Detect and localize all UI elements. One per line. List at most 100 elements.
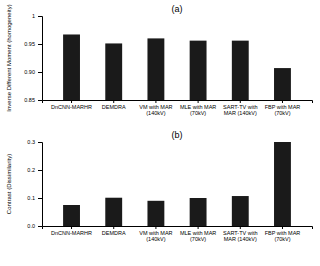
tick-mark [38, 100, 42, 101]
tick-label: SART-TV withMAR (140kV) [223, 104, 257, 116]
tick-mark [113, 226, 114, 229]
tick-mark [38, 170, 42, 171]
tick-mark [198, 226, 199, 229]
tick-label-line: (70kV) [274, 236, 290, 242]
tick: MLE with MAR(70kV) [180, 226, 216, 242]
tick-mark [282, 100, 283, 103]
bar [274, 142, 291, 226]
bar [63, 205, 80, 226]
tick-label: VM with MAR(140kV) [139, 230, 172, 242]
tick: FBP with MAR(70kV) [265, 100, 301, 116]
tick: SART-TV withMAR (140kV) [223, 226, 257, 242]
bar [105, 43, 122, 100]
tick: SART-TV withMAR (140kV) [223, 100, 257, 116]
panel: 0.85 0.90 0.95 1 DnCNN-MARHR DEMDRA VM with MA… [6, 4, 313, 266]
axis-line [43, 101, 313, 104]
tick-mark [282, 226, 283, 229]
tick: FBP with MAR(70kV) [265, 226, 301, 242]
tick: VM with MAR(140kV) [139, 226, 172, 242]
bar [232, 196, 249, 226]
x-axis: DnCNN-MARHR DEMDRA VM with MAR(140kV) MLE w… [43, 100, 313, 116]
tick-mark [155, 100, 156, 103]
tick-label-line: MAR (140kV) [224, 110, 257, 116]
tick: 0.0 [27, 223, 42, 229]
tick-label: 1 [32, 13, 35, 19]
tick: DEMDRA [102, 226, 126, 236]
tick-mark [113, 100, 114, 103]
axis-line [38, 17, 43, 101]
title: (a) [172, 4, 183, 14]
tick-label: MLE with MAR(70kV) [180, 230, 216, 242]
tick: VM with MAR(140kV) [139, 100, 172, 116]
tick: 0.85 [24, 97, 42, 103]
bar [190, 198, 207, 226]
y-axis: 0.85 0.90 0.95 1 [24, 13, 42, 103]
tick-label: 0.3 [27, 139, 35, 145]
tick-label: DnCNN-MARHR [51, 104, 92, 110]
tick-label: MLE with MAR(70kV) [180, 104, 216, 116]
tick-label-line: (70kV) [190, 236, 206, 242]
bars [63, 34, 291, 100]
tick: DEMDRA [102, 100, 126, 110]
tick-mark [198, 100, 199, 103]
tick-label-line: DnCNN-MARHR [51, 230, 92, 236]
tick-label: VM with MAR(140kV) [139, 104, 172, 116]
tick-label-line: (140kV) [146, 236, 165, 242]
tick-label-line: DEMDRA [102, 104, 126, 110]
tick-mark [38, 72, 42, 73]
axis-line [43, 227, 313, 230]
panel: 0.0 0.1 0.2 0.3 DnCNN-MARHR DEMDRA VM with MAR… [6, 130, 313, 242]
tick: 0.1 [27, 195, 42, 201]
tick-label: 0.1 [27, 195, 35, 201]
tick-label: FBP with MAR(70kV) [265, 104, 301, 116]
tick-label-line: DEMDRA [102, 230, 126, 236]
tick: 1 [32, 13, 42, 19]
tick-label-line: (70kV) [274, 110, 290, 116]
tick-label: SART-TV withMAR (140kV) [223, 230, 257, 242]
tick-label-line: DnCNN-MARHR [51, 104, 92, 110]
tick: 0.3 [27, 139, 42, 145]
tick-label: DEMDRA [102, 104, 126, 110]
tick-label: 0.90 [24, 69, 35, 75]
title: (b) [172, 130, 183, 140]
tick: 0.2 [27, 167, 42, 173]
tick-label: 0.0 [27, 223, 35, 229]
tick-mark [38, 226, 42, 227]
tick: MLE with MAR(70kV) [180, 100, 216, 116]
tick-mark [71, 100, 72, 103]
tick: 0.90 [24, 69, 42, 75]
tick-mark [240, 100, 241, 103]
tick-label: 0.2 [27, 167, 35, 173]
bar [147, 201, 164, 226]
tick-mark [155, 226, 156, 229]
bar [63, 34, 80, 100]
y-axis: 0.0 0.1 0.2 0.3 [27, 139, 42, 229]
tick-label-line: MAR (140kV) [224, 236, 257, 242]
y-axis-label: Inverse Different Moment (homogeneity) [6, 4, 12, 111]
figure: 0.85 0.90 0.95 1 DnCNN-MARHR DEMDRA VM with MA… [0, 0, 320, 266]
tick-label: FBP with MAR(70kV) [265, 230, 301, 242]
tick-mark [38, 142, 42, 143]
tick-mark [38, 198, 42, 199]
y-axis-label: Contrast (Dissimilarity) [6, 154, 12, 214]
tick-mark [240, 226, 241, 229]
axis-line [38, 143, 43, 227]
tick: 0.95 [24, 41, 42, 47]
tick-label: DEMDRA [102, 230, 126, 236]
tick: DnCNN-MARHR [51, 100, 92, 110]
bar [105, 198, 122, 226]
tick-label: DnCNN-MARHR [51, 230, 92, 236]
bar [274, 68, 291, 100]
tick-label: 0.95 [24, 41, 35, 47]
tick-mark [71, 226, 72, 229]
bar [190, 41, 207, 100]
bar [232, 41, 249, 100]
tick-label: 0.85 [24, 97, 35, 103]
tick-mark [38, 44, 42, 45]
x-axis: DnCNN-MARHR DEMDRA VM with MAR(140kV) MLE w… [43, 226, 313, 242]
tick-label-line: (140kV) [146, 110, 165, 116]
bars [63, 142, 291, 226]
bar [147, 38, 164, 100]
tick: DnCNN-MARHR [51, 226, 92, 236]
tick-label-line: (70kV) [190, 110, 206, 116]
